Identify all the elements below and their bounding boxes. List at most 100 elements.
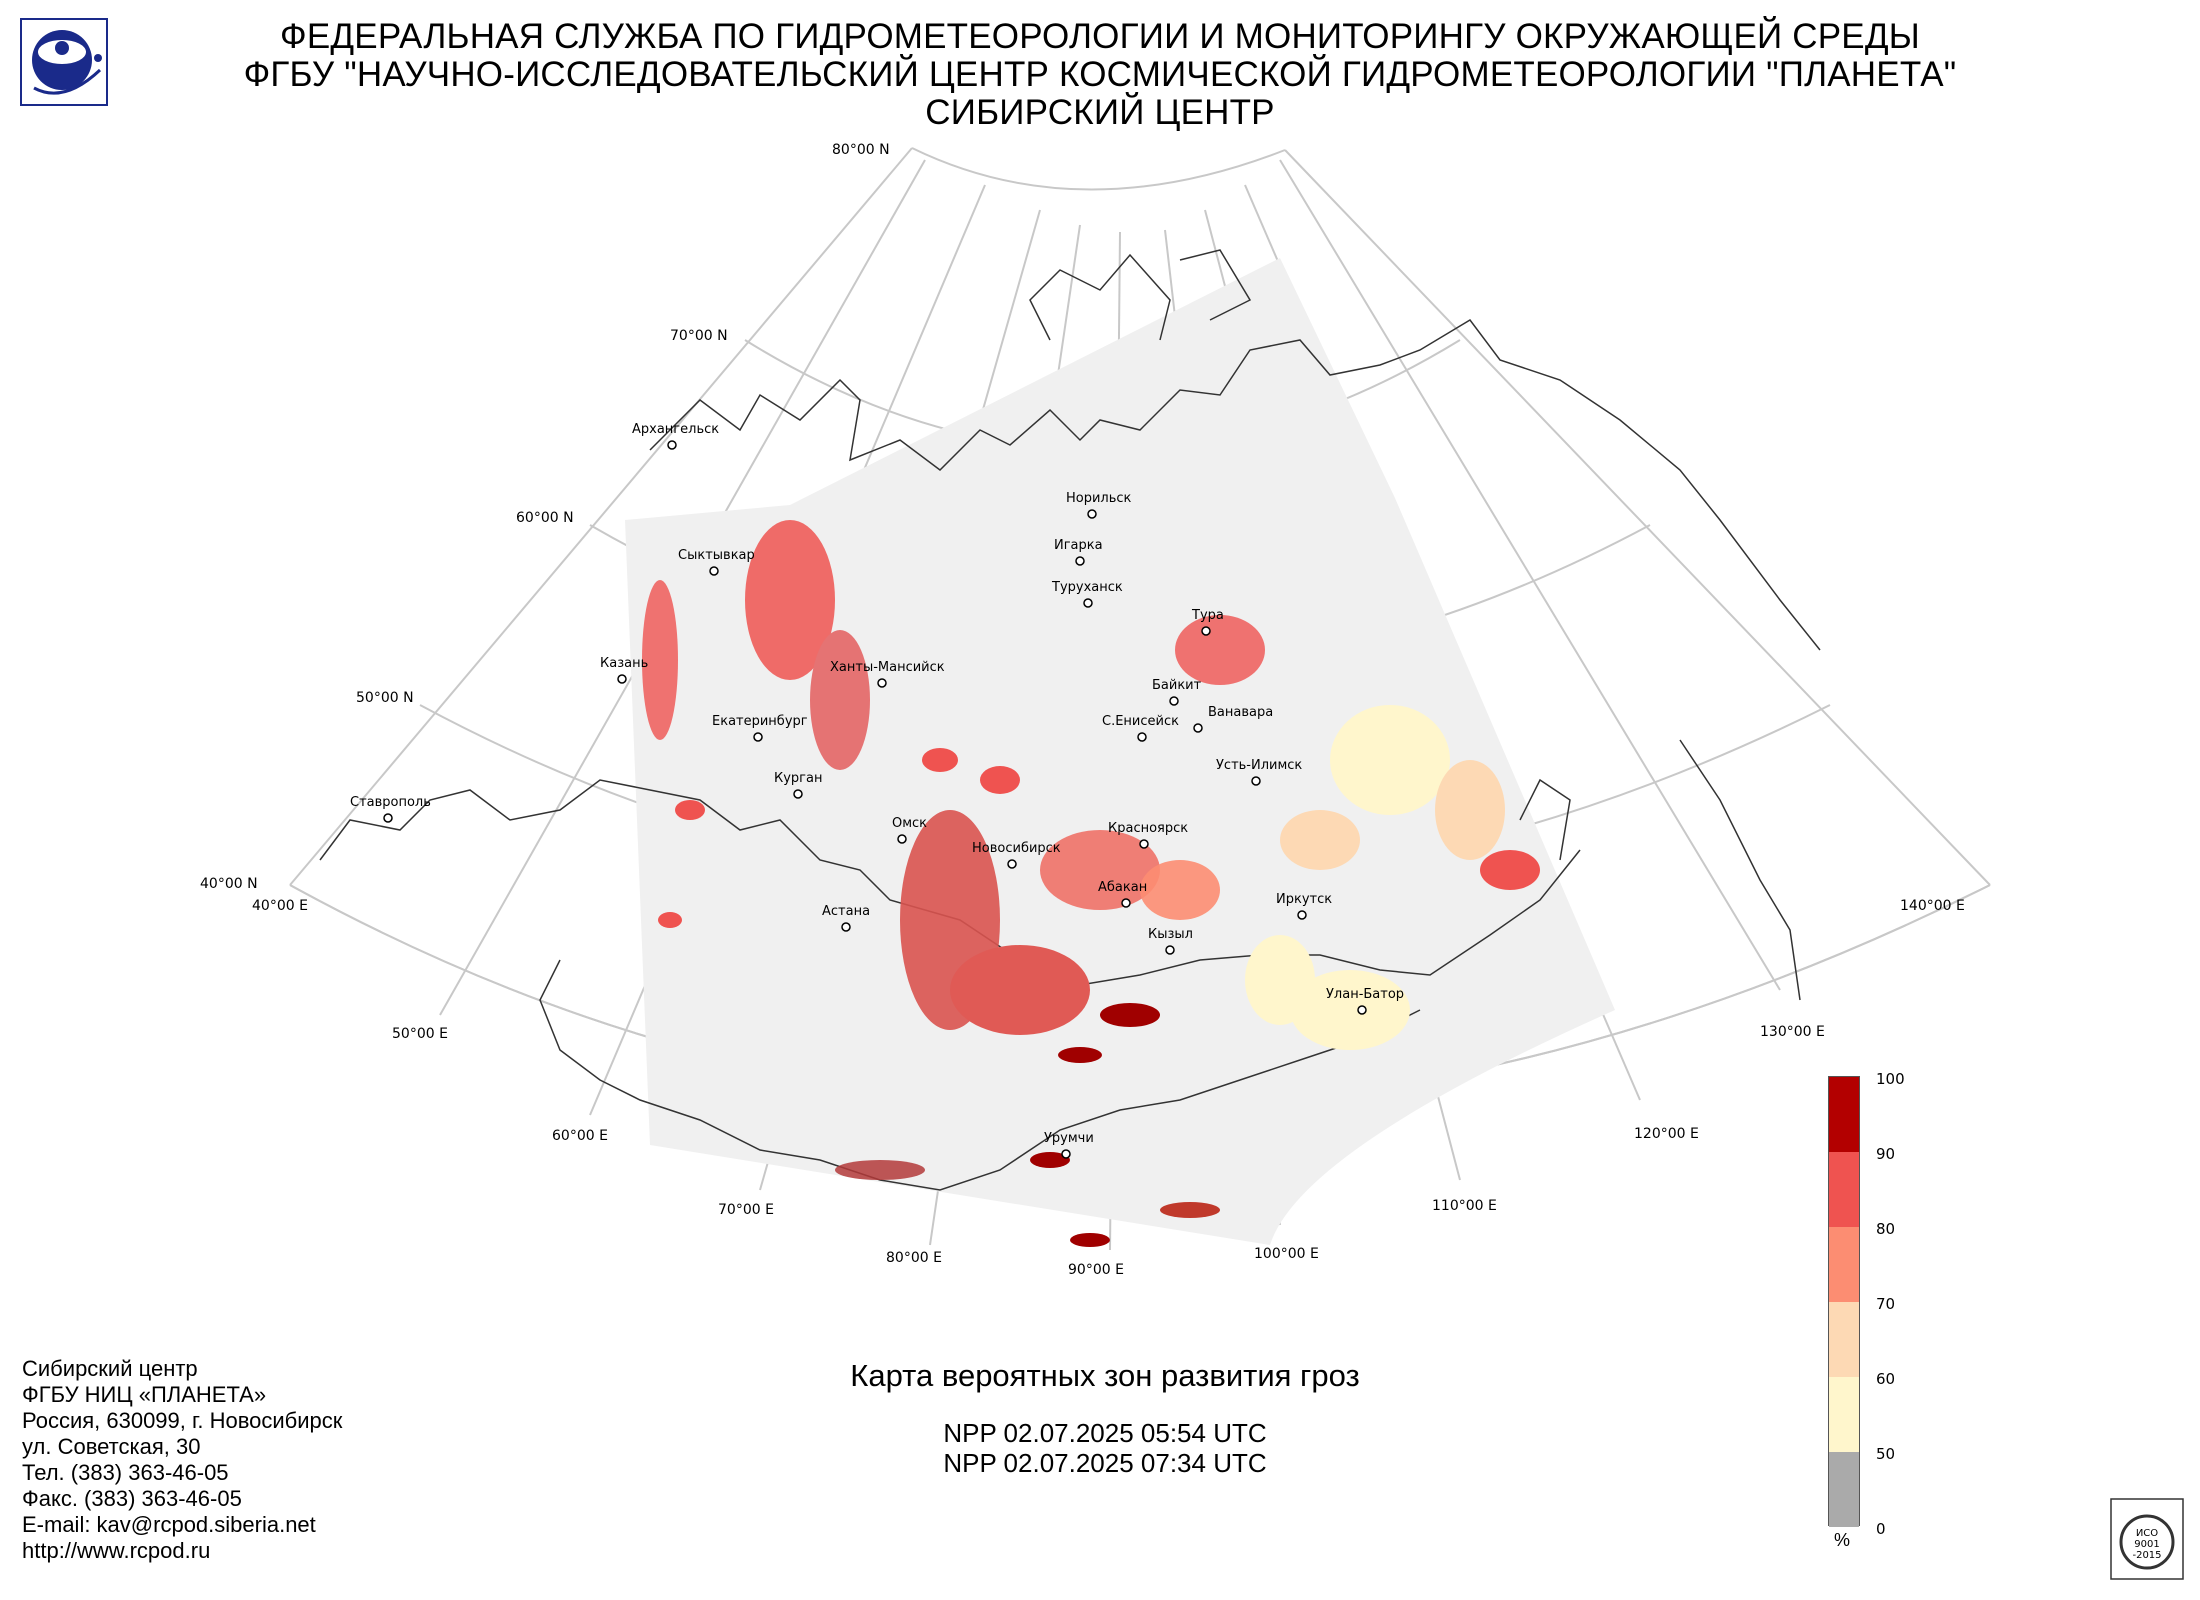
planeta-logo: [20, 18, 108, 106]
lat-label-60: 60°00 N: [516, 510, 574, 526]
city-label: Байкит: [1152, 678, 1202, 693]
city-label: Улан-Батор: [1326, 987, 1404, 1002]
city-marker: [841, 922, 851, 932]
city-marker: [877, 678, 887, 688]
legend-color-segment: [1829, 1377, 1859, 1452]
city-label: Усть-Илимск: [1216, 758, 1302, 773]
lon-label-140: 140°00 E: [1900, 898, 1965, 914]
city-marker: [1165, 945, 1175, 955]
probability-legend: 100 90 80 70 60 50 0 %: [1800, 1070, 1940, 1550]
storm-patches: [642, 520, 1540, 1247]
city-label: Астана: [822, 904, 870, 919]
city-label: Ванавара: [1208, 705, 1273, 720]
legend-color-segment: [1829, 1227, 1859, 1302]
lat-label-80: 80°00 N: [832, 142, 890, 158]
coastlines-and-borders: [319, 249, 1821, 1191]
legend-tick: 60: [1876, 1370, 1896, 1388]
footer-website[interactable]: http://www.rcpod.ru: [22, 1538, 211, 1563]
city-label: Иркутск: [1276, 892, 1332, 907]
legend-tick: 70: [1876, 1295, 1896, 1313]
lon-label-130: 130°00 E: [1760, 1024, 1825, 1040]
lon-label-110: 110°00 E: [1432, 1198, 1497, 1214]
city-marker: [793, 789, 803, 799]
city-label: Тура: [1191, 608, 1224, 623]
header-line-1: ФЕДЕРАЛЬНАЯ СЛУЖБА ПО ГИДРОМЕТЕОРОЛОГИИ …: [280, 17, 1920, 56]
header: ФЕДЕРАЛЬНАЯ СЛУЖБА ПО ГИДРОМЕТЕОРОЛОГИИ …: [0, 18, 2200, 132]
city-marker: [1061, 1149, 1071, 1159]
city-marker: [617, 674, 627, 684]
city-label: Архангельск: [632, 422, 719, 437]
city-marker: [1137, 732, 1147, 742]
city-label: Красноярск: [1108, 821, 1188, 836]
header-line-3: СИБИРСКИЙ ЦЕНТР: [925, 93, 1275, 132]
lon-label-90: 90°00 E: [1068, 1262, 1124, 1278]
legend-color-bar: [1828, 1076, 1860, 1527]
legend-tick: 0: [1876, 1520, 1886, 1538]
pass-time-1: NPP 02.07.2025 05:54 UTC: [943, 1418, 1267, 1448]
lon-label-120: 120°00 E: [1634, 1126, 1699, 1142]
footer-line: Тел. (383) 363-46-05: [22, 1460, 229, 1485]
city-marker: [1297, 910, 1307, 920]
graticule-labels: 80°00 N 70°00 N 60°00 N 50°00 N 40°00 N …: [200, 142, 1965, 1278]
lon-label-40: 40°00 E: [252, 898, 308, 914]
city-marker: [897, 834, 907, 844]
legend-tick: 90: [1876, 1145, 1896, 1163]
city-label: Кызыл: [1148, 927, 1193, 942]
city-label: Ставрополь: [350, 795, 431, 810]
city-label: Казань: [600, 656, 648, 671]
iso-certification-badge: ИСО 9001 -2015: [2110, 1498, 2184, 1580]
city-label: Игарка: [1054, 538, 1103, 553]
city-label: Норильск: [1066, 491, 1132, 506]
map-title: Карта вероятных зон развития гроз: [850, 1358, 1360, 1393]
city-marker: [383, 813, 393, 823]
city-marker: [1193, 723, 1203, 733]
legend-color-segment: [1829, 1152, 1859, 1227]
city-marker: [1139, 839, 1149, 849]
city-marker: [1087, 509, 1097, 519]
header-line-2: ФГБУ "НАУЧНО-ИССЛЕДОВАТЕЛЬСКИЙ ЦЕНТР КОС…: [243, 55, 1957, 94]
lon-label-70: 70°00 E: [718, 1202, 774, 1218]
city-label: Екатеринбург: [712, 714, 808, 729]
lon-label-100: 100°00 E: [1254, 1246, 1319, 1262]
city-marker: [1251, 776, 1261, 786]
footer-line: ФГБУ НИЦ «ПЛАНЕТА»: [22, 1382, 267, 1407]
iso-text: ИСО: [2136, 1528, 2158, 1539]
satellite-passes: NPP 02.07.2025 05:54 UTC NPP 02.07.2025 …: [760, 1418, 1450, 1478]
city-label: Урумчи: [1044, 1131, 1094, 1146]
city-marker: [1007, 859, 1017, 869]
contact-info: Сибирский центр ФГБУ НИЦ «ПЛАНЕТА» Росси…: [22, 1356, 342, 1564]
legend-tick: 80: [1876, 1220, 1896, 1238]
city-marker: [1169, 696, 1179, 706]
legend-color-segment: [1829, 1452, 1859, 1527]
footer-line: Сибирский центр: [22, 1356, 198, 1381]
city-marker: [1083, 598, 1093, 608]
city-label: Туруханск: [1051, 580, 1123, 595]
legend-tick: 100: [1876, 1070, 1905, 1088]
lat-label-40: 40°00 N: [200, 876, 258, 892]
iso-text: 9001: [2134, 1539, 2159, 1550]
city-label: Новосибирск: [972, 841, 1061, 856]
city-label: Абакан: [1098, 880, 1147, 895]
city-marker: [1201, 626, 1211, 636]
footer-email[interactable]: E-mail: kav@rcpod.siberia.net: [22, 1512, 316, 1537]
legend-unit: %: [1834, 1530, 1851, 1550]
city-markers: Архангельск Сыктывкар Казань Ханты-Мансийск…: [350, 422, 1404, 1159]
satellite-swath: [625, 258, 1615, 1245]
lon-label-50: 50°00 E: [392, 1026, 448, 1042]
legend-tick: 50: [1876, 1445, 1896, 1463]
pass-time-2: NPP 02.07.2025 07:34 UTC: [943, 1448, 1267, 1478]
city-label: Сыктывкар: [678, 548, 755, 563]
iso-text: -2015: [2132, 1550, 2161, 1561]
footer-line: Факс. (383) 363-46-05: [22, 1486, 242, 1511]
city-marker: [1357, 1005, 1367, 1015]
lon-label-60: 60°00 E: [552, 1128, 608, 1144]
lat-label-50: 50°00 N: [356, 690, 414, 706]
city-marker: [1121, 898, 1131, 908]
lon-label-80: 80°00 E: [886, 1250, 942, 1266]
legend-color-segment: [1829, 1077, 1859, 1152]
city-label: Курган: [774, 771, 822, 786]
city-marker: [753, 732, 763, 742]
city-label: Омск: [892, 816, 927, 831]
city-label: Ханты-Мансийск: [830, 660, 945, 675]
